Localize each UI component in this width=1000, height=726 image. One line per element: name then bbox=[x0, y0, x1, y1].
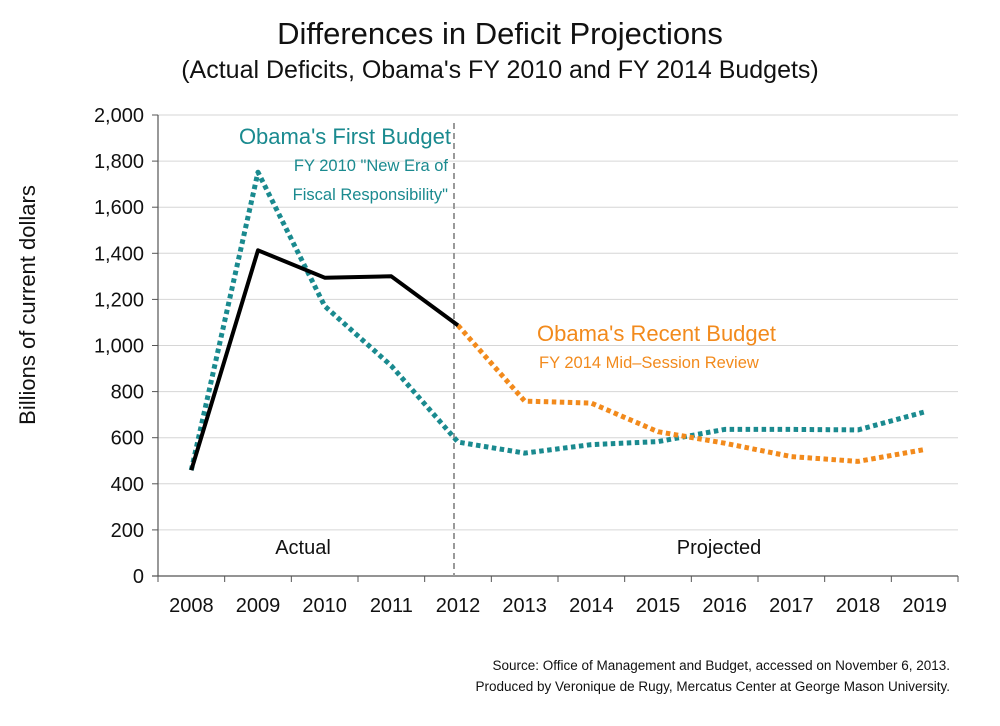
y-tick-labels: 0 200 400 600 800 1,000 1,200 1,400 1,600 1,800 2,… bbox=[94, 105, 144, 588]
y-tick-label: 1,400 bbox=[94, 243, 144, 265]
y-tick-label: 400 bbox=[111, 474, 144, 496]
first-budget-title: Obama's First Budget bbox=[239, 124, 451, 149]
x-tick-label: 2011 bbox=[370, 595, 413, 617]
x-tick-label: 2012 bbox=[436, 595, 481, 617]
first-budget-subtitle-1: FY 2010 "New Era of bbox=[294, 157, 449, 175]
series-lines bbox=[188, 169, 926, 471]
y-tick-label: 1,200 bbox=[94, 289, 144, 311]
recent-budget-title: Obama's Recent Budget bbox=[537, 321, 776, 346]
y-tick-label: 1,800 bbox=[94, 151, 144, 173]
source-note: Source: Office of Management and Budget,… bbox=[492, 658, 950, 673]
y-tick-label: 1,000 bbox=[94, 336, 144, 358]
x-tick-label: 2019 bbox=[902, 595, 947, 617]
y-tick-label: 800 bbox=[111, 382, 144, 404]
y-tick-label: 2,000 bbox=[94, 105, 144, 127]
gridlines bbox=[158, 114, 958, 531]
x-tick-label: 2016 bbox=[702, 595, 747, 617]
first-budget-subtitle-2: Fiscal Responsibility" bbox=[293, 186, 448, 204]
x-tick-label: 2010 bbox=[302, 595, 347, 617]
credit-note: Produced by Veronique de Rugy, Mercatus … bbox=[475, 679, 951, 694]
chart-title: Differences in Deficit Projections bbox=[277, 16, 723, 51]
axes bbox=[152, 114, 959, 582]
x-tick-label: 2015 bbox=[636, 595, 681, 617]
y-tick-label: 0 bbox=[133, 566, 144, 588]
y-tick-label: 200 bbox=[111, 520, 144, 542]
projected-label: Projected bbox=[677, 537, 762, 559]
chart-subtitle: (Actual Deficits, Obama's FY 2010 and FY… bbox=[181, 56, 819, 84]
y-tick-label: 1,600 bbox=[94, 197, 144, 219]
series-line-obama-s-first-budget bbox=[188, 169, 926, 471]
x-tick-label: 2009 bbox=[236, 595, 281, 617]
x-tick-label: 2013 bbox=[502, 595, 547, 617]
annotations: Obama's First Budget FY 2010 "New Era of… bbox=[239, 124, 776, 559]
y-tick-label: 600 bbox=[111, 428, 144, 450]
x-tick-label: 2018 bbox=[836, 595, 881, 617]
x-tick-label: 2008 bbox=[169, 595, 214, 617]
x-tick-label: 2014 bbox=[569, 595, 614, 617]
x-tick-labels: 2008 2009 2010 2011 2012 2013 2014 2015 2016 2017… bbox=[169, 595, 947, 617]
actual-label: Actual bbox=[275, 537, 331, 559]
recent-budget-subtitle: FY 2014 Mid–Session Review bbox=[539, 354, 759, 372]
x-tick-label: 2017 bbox=[769, 595, 814, 617]
series-line-obama-s-recent-budget bbox=[456, 323, 926, 464]
